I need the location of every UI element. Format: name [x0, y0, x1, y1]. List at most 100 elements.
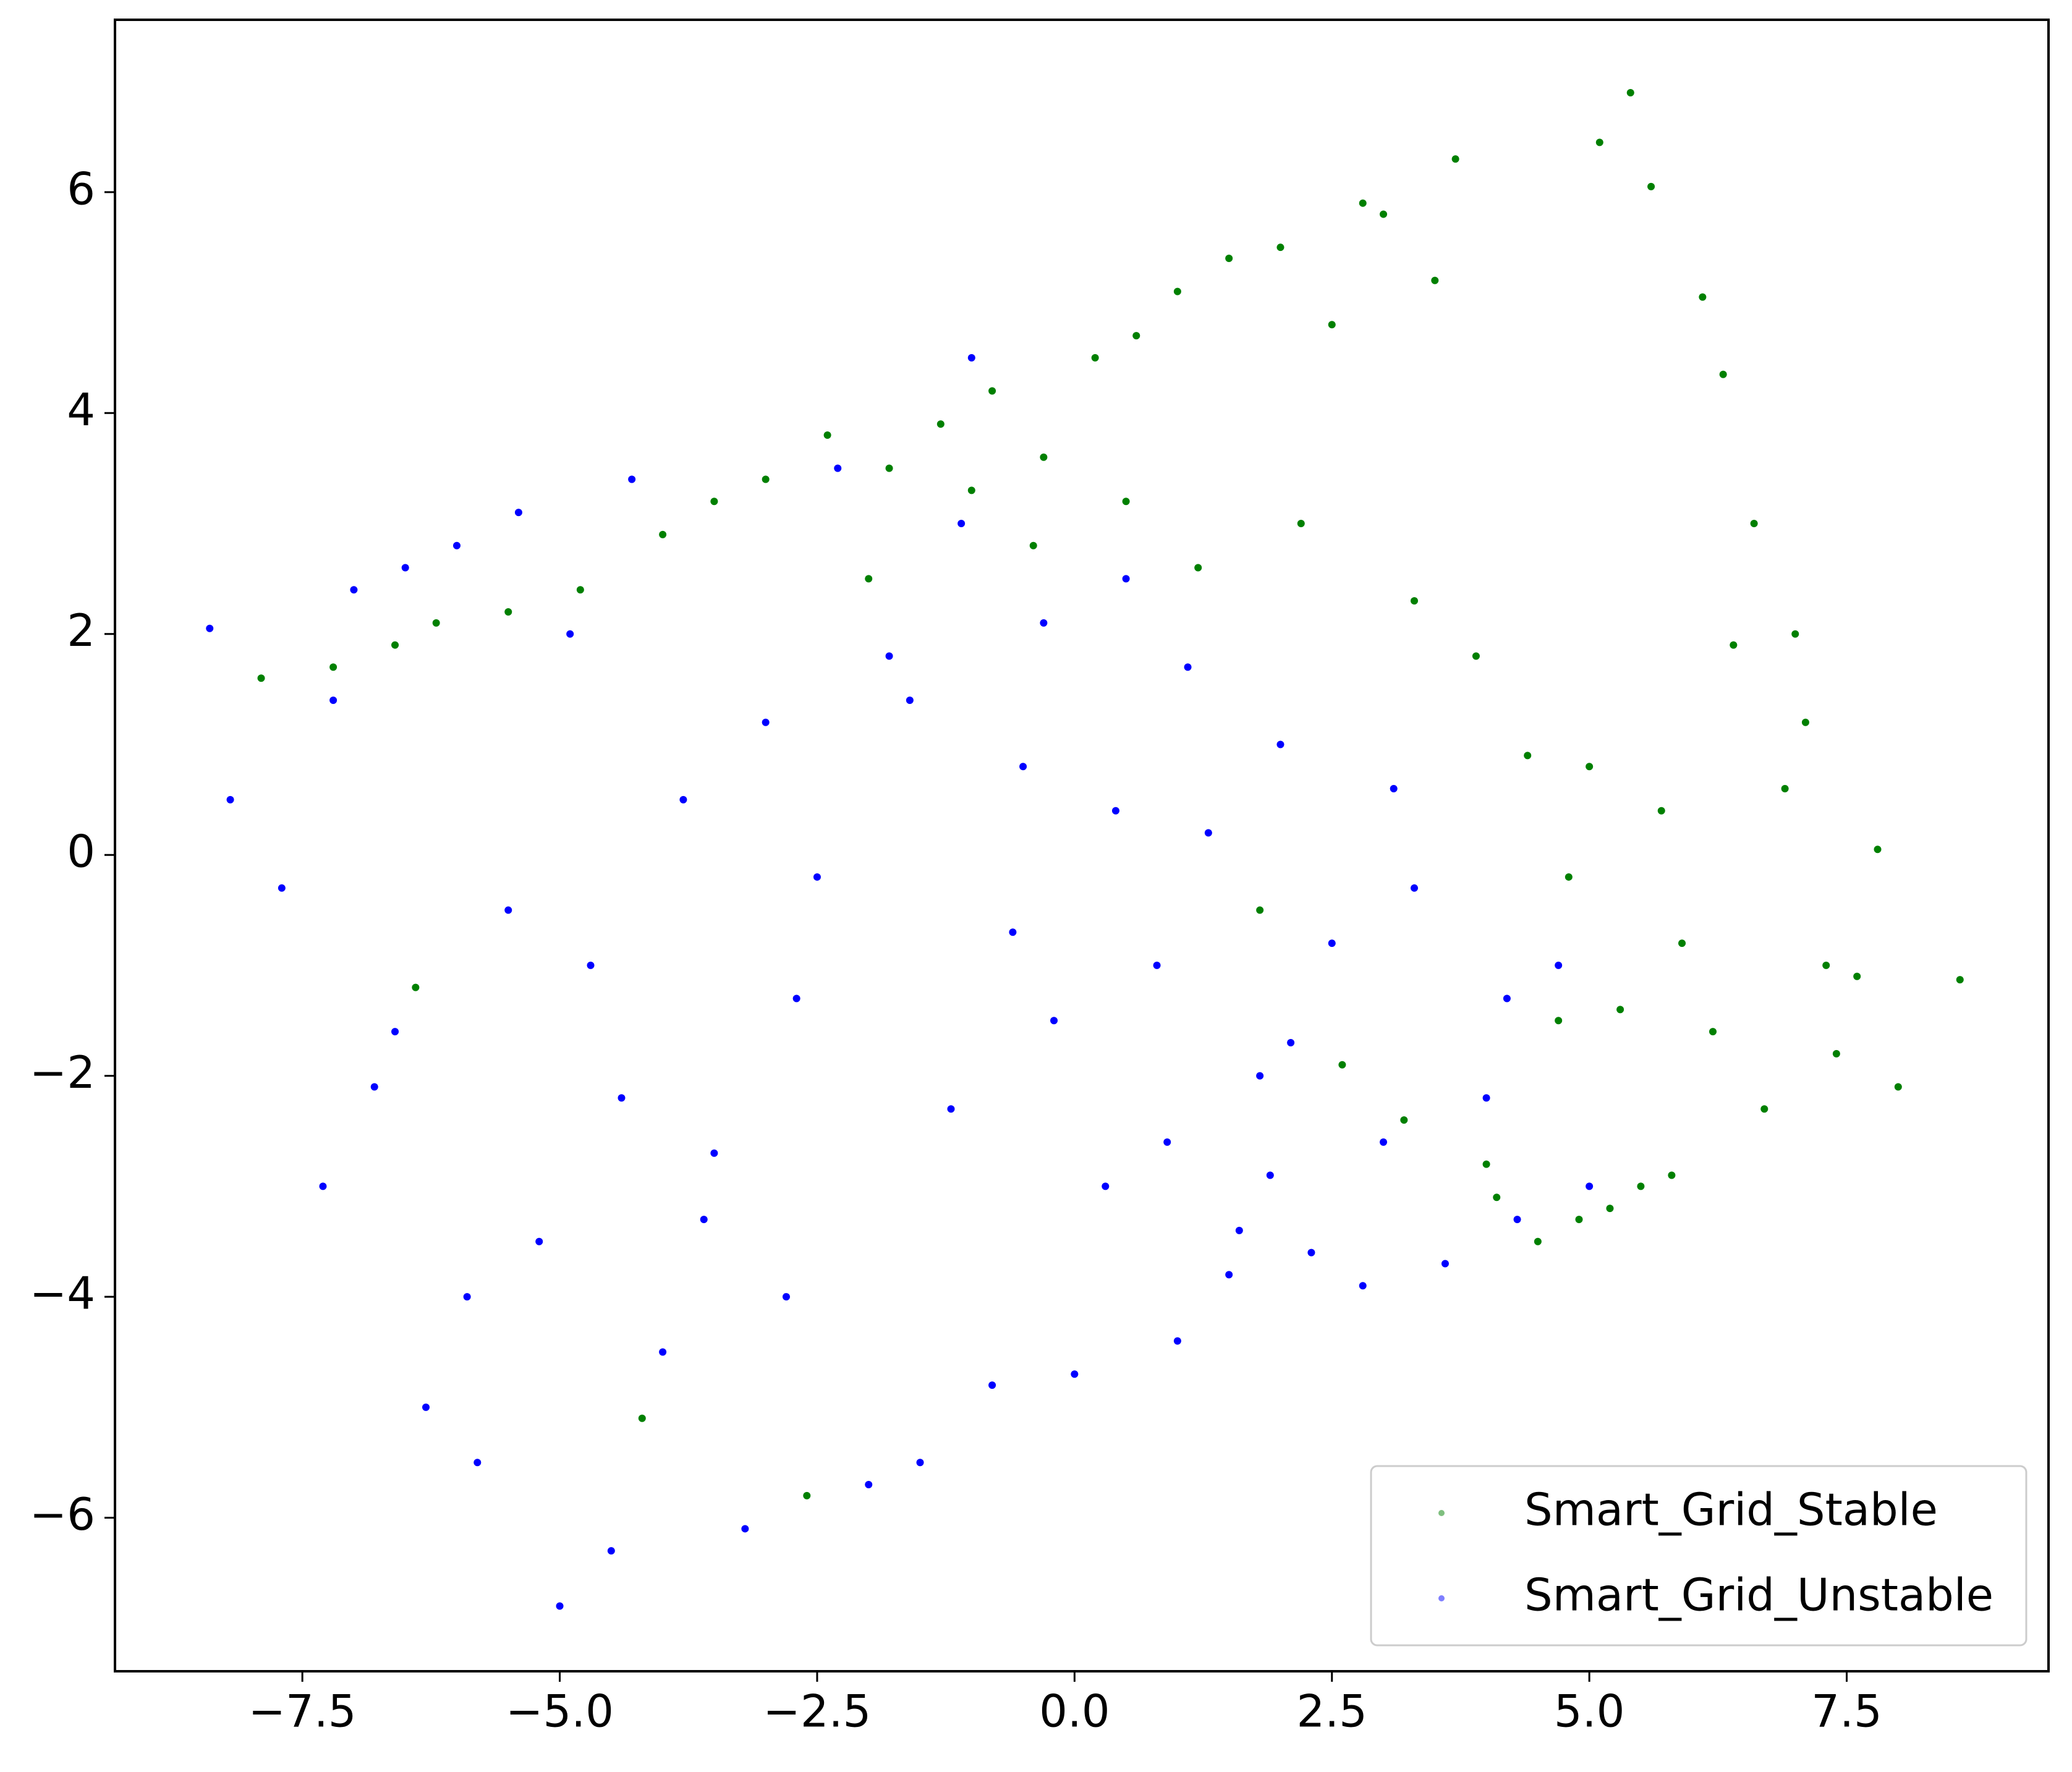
- point: [1586, 763, 1594, 771]
- point: [1575, 1215, 1583, 1223]
- point: [1760, 1105, 1768, 1113]
- point: [1400, 1116, 1408, 1124]
- point: [967, 486, 975, 494]
- point: [278, 884, 286, 892]
- point: [638, 1414, 646, 1422]
- point: [885, 464, 893, 472]
- point: [1338, 1061, 1346, 1069]
- point: [1555, 1017, 1563, 1025]
- point: [1781, 784, 1789, 792]
- point: [1709, 1028, 1717, 1036]
- point: [329, 696, 338, 704]
- x-tick-label: 2.5: [1296, 1685, 1367, 1737]
- point: [1225, 1271, 1233, 1279]
- point: [967, 354, 975, 362]
- point: [1380, 210, 1388, 218]
- y-tick-label: −4: [30, 1268, 95, 1320]
- point: [916, 1459, 924, 1467]
- point: [1565, 873, 1573, 881]
- point: [319, 1182, 327, 1190]
- point: [391, 1028, 399, 1036]
- point: [659, 1348, 667, 1356]
- point: [988, 1381, 996, 1389]
- point: [1482, 1160, 1490, 1168]
- point: [1534, 1237, 1542, 1245]
- x-tick-label: 0.0: [1039, 1685, 1110, 1737]
- point: [391, 641, 399, 649]
- point: [1328, 321, 1336, 329]
- point: [823, 431, 831, 439]
- point: [1801, 718, 1809, 726]
- point: [1555, 961, 1563, 969]
- point: [1297, 520, 1305, 528]
- point: [1276, 244, 1284, 252]
- point: [257, 674, 265, 682]
- point: [1194, 564, 1202, 572]
- point: [1359, 1282, 1367, 1290]
- point: [906, 696, 914, 704]
- point: [1050, 1017, 1058, 1025]
- point: [865, 575, 873, 583]
- point: [422, 1403, 430, 1411]
- point: [936, 420, 945, 428]
- y-tick-label: 6: [67, 163, 95, 214]
- y-tick-label: 4: [67, 384, 95, 436]
- point: [1657, 807, 1665, 815]
- series-0: [257, 88, 1964, 1499]
- point: [792, 994, 800, 1003]
- point: [1071, 1370, 1079, 1378]
- point: [1513, 1215, 1521, 1223]
- point: [350, 586, 358, 594]
- point: [762, 718, 770, 726]
- point: [988, 387, 996, 395]
- point: [1153, 961, 1161, 969]
- point: [1699, 293, 1707, 301]
- point: [1173, 1337, 1181, 1345]
- legend-label: Smart_Grid_Unstable: [1524, 1569, 1993, 1621]
- point: [1493, 1193, 1501, 1202]
- point: [741, 1525, 749, 1533]
- point: [514, 509, 522, 517]
- x-tick-label: −7.5: [248, 1685, 357, 1737]
- point: [1122, 498, 1130, 506]
- point: [1132, 332, 1140, 340]
- point: [1719, 370, 1727, 378]
- point: [700, 1215, 708, 1223]
- point: [813, 873, 821, 881]
- plot-frame: [114, 19, 2050, 1672]
- point: [1184, 663, 1192, 671]
- point: [1791, 630, 1799, 638]
- y-tick-label: 0: [67, 826, 95, 878]
- point: [1616, 1006, 1624, 1014]
- point: [1730, 641, 1738, 649]
- point: [1874, 846, 1882, 854]
- point: [1410, 884, 1418, 892]
- point: [834, 464, 842, 472]
- point: [1637, 1182, 1645, 1190]
- point: [885, 652, 893, 660]
- point: [1307, 1248, 1315, 1257]
- point: [782, 1293, 790, 1301]
- point: [1586, 1182, 1594, 1190]
- point: [1410, 597, 1418, 605]
- point: [463, 1293, 471, 1301]
- y-tick-label: −2: [30, 1046, 95, 1098]
- point: [1029, 541, 1037, 549]
- point: [1009, 928, 1017, 936]
- point: [1173, 287, 1181, 295]
- point: [1111, 807, 1119, 815]
- point: [803, 1491, 811, 1499]
- point: [1668, 1171, 1676, 1179]
- point: [1482, 1094, 1490, 1102]
- point: [1235, 1226, 1243, 1234]
- point: [1019, 763, 1027, 771]
- legend-marker: [1438, 1595, 1445, 1601]
- point: [1956, 976, 1964, 984]
- point: [1040, 619, 1048, 627]
- point: [1441, 1260, 1449, 1268]
- point: [1204, 829, 1212, 837]
- point: [1853, 972, 1861, 980]
- point: [401, 564, 409, 572]
